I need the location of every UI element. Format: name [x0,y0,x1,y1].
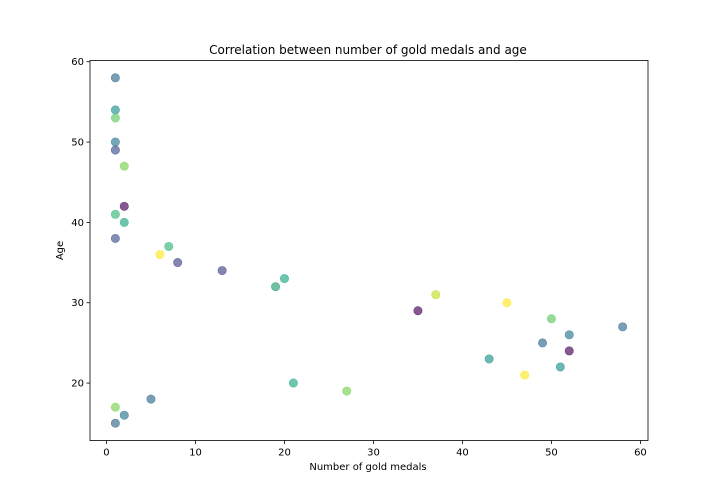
y-tick-label-1: 30 [71,298,84,309]
data-point-7 [111,210,119,218]
data-point-5 [120,162,128,170]
data-point-16 [432,290,440,298]
x-tick-label-1: 10 [189,448,202,459]
data-point-31 [120,411,128,419]
data-point-10 [165,242,173,250]
data-point-3 [111,138,119,146]
data-point-15 [271,282,279,290]
data-point-29 [147,395,155,403]
y-tick-label-2: 40 [71,218,84,229]
data-point-23 [565,347,573,355]
data-point-14 [280,274,288,282]
y-tick-label-4: 60 [71,57,84,68]
data-point-20 [618,323,626,331]
data-point-1 [111,106,119,114]
y-axis-label: Age [55,241,66,260]
data-point-2 [111,114,119,122]
data-point-18 [414,307,422,315]
x-tick-label-5: 50 [545,448,558,459]
x-tick-label-0: 0 [103,448,109,459]
y-tick-label-3: 50 [71,138,84,149]
data-point-9 [111,234,119,242]
data-point-24 [485,355,493,363]
chart-title: Correlation between number of gold medal… [209,43,527,57]
data-point-25 [556,363,564,371]
data-point-8 [120,218,128,226]
data-point-0 [111,74,119,82]
data-point-11 [156,250,164,258]
data-point-22 [538,339,546,347]
data-point-6 [120,202,128,210]
data-point-19 [547,315,555,323]
x-tick-label-3: 30 [367,448,380,459]
data-point-17 [503,299,511,307]
data-point-12 [173,258,181,266]
x-axis-label: Number of gold medals [309,462,426,473]
x-tick-label-4: 40 [456,448,469,459]
data-point-13 [218,266,226,274]
data-point-4 [111,146,119,154]
data-point-32 [111,419,119,427]
x-tick-label-6: 60 [634,448,647,459]
data-point-30 [111,403,119,411]
x-tick-label-2: 20 [278,448,291,459]
data-point-27 [289,379,297,387]
data-point-26 [521,371,529,379]
data-point-28 [343,387,351,395]
data-point-21 [565,331,573,339]
y-tick-label-0: 20 [71,379,84,390]
